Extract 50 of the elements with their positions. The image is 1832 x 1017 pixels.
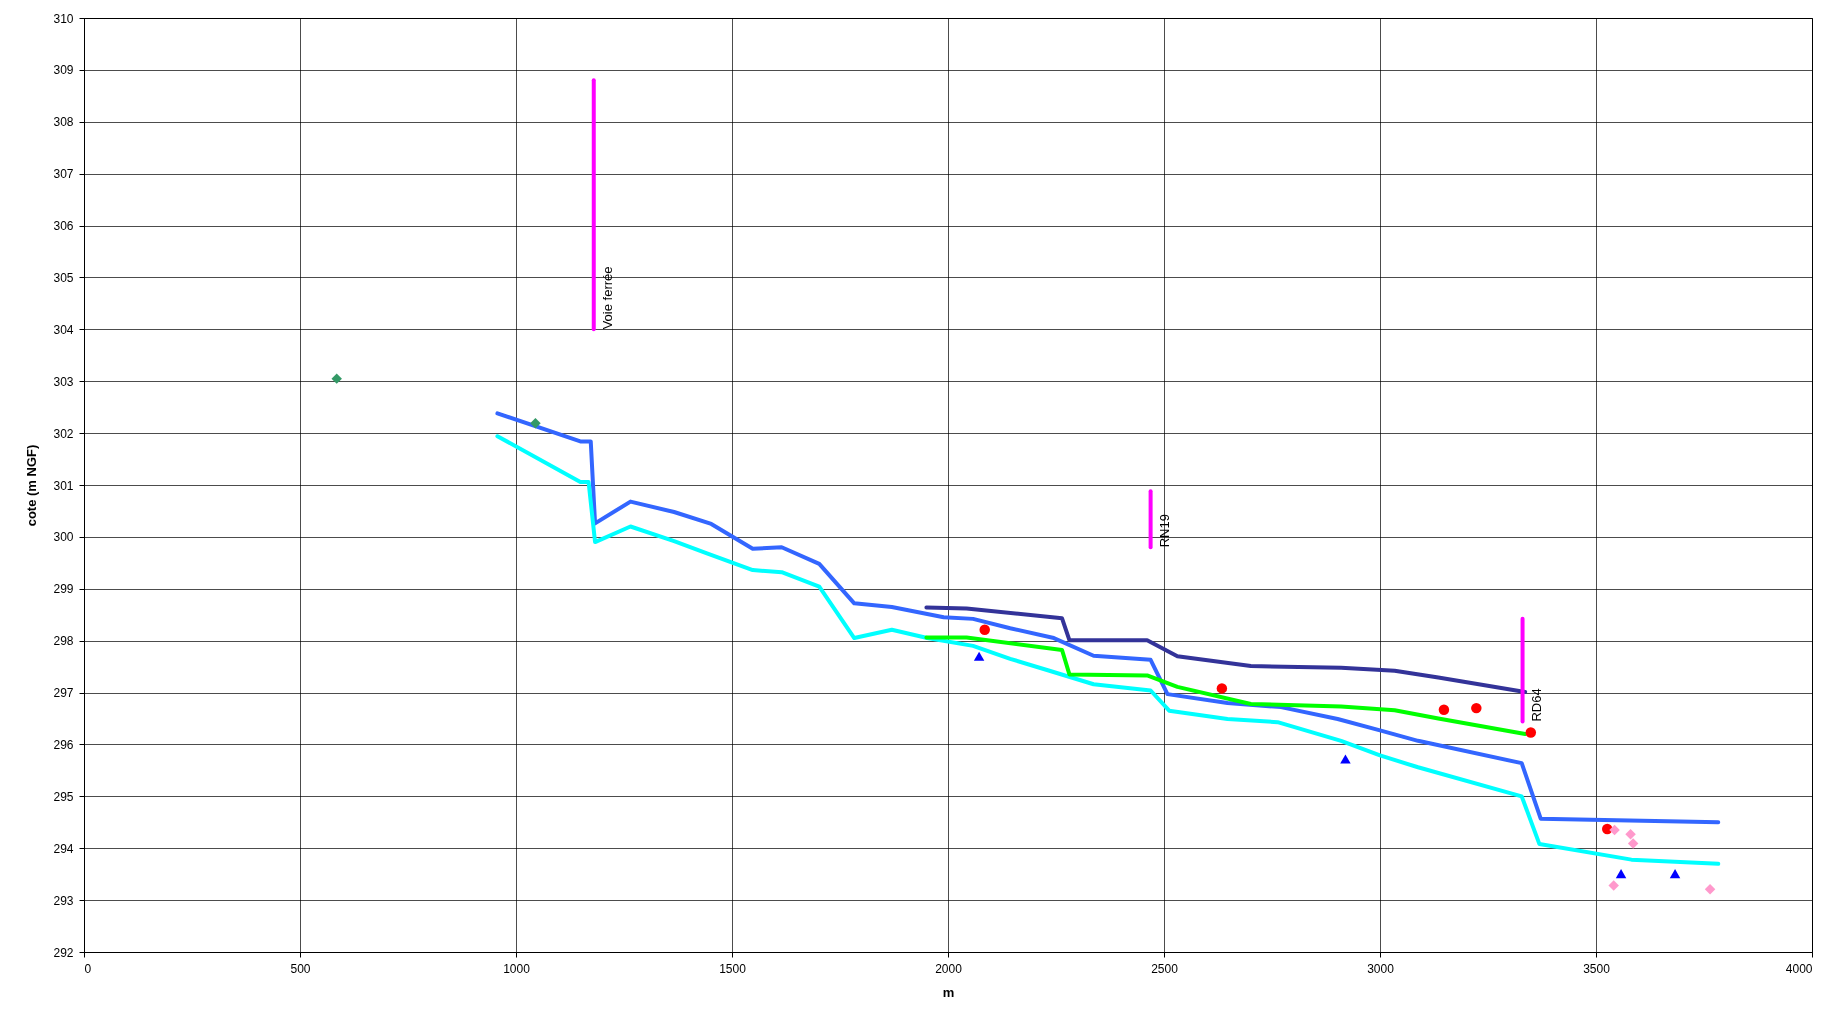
y-tick-label: 304 [53, 322, 74, 337]
point [1627, 838, 1639, 849]
y-tick-label: 299 [53, 582, 74, 597]
y-tick-label: 302 [53, 426, 74, 441]
y-tick-label: 303 [53, 374, 74, 389]
x-tick-label: 4000 [1785, 961, 1813, 976]
y-tick-label: 310 [53, 11, 74, 26]
point [331, 373, 342, 384]
y-tick-label: 293 [53, 893, 74, 908]
text: Voie ferrée [599, 266, 615, 330]
y-tick-label: 307 [53, 167, 74, 182]
point [1669, 869, 1681, 879]
point [979, 624, 990, 635]
x-tick-label: 2500 [1151, 961, 1179, 976]
y-tick-label: 309 [53, 63, 74, 78]
point [1704, 883, 1716, 895]
y-tick-label: 306 [53, 219, 74, 234]
point [530, 418, 541, 429]
y-tick-label: 295 [53, 789, 74, 804]
point [1340, 754, 1351, 764]
y-tick-label: 292 [53, 945, 74, 960]
point [973, 651, 985, 661]
point [1615, 869, 1627, 879]
y-tick-label: 297 [53, 686, 74, 701]
point [1625, 828, 1636, 840]
x-axis-title: m [942, 984, 955, 1000]
x-tick-label: 1000 [503, 961, 531, 976]
y-tick-label: 308 [53, 115, 74, 130]
text: RN19 [1156, 514, 1172, 548]
point [1471, 702, 1482, 714]
y-tick-label: 301 [53, 478, 74, 493]
text: RD64 [1528, 688, 1544, 722]
y-tick-label: 296 [53, 737, 74, 752]
point [1438, 704, 1450, 715]
x-tick-label: 1500 [719, 961, 747, 976]
point [1609, 824, 1620, 836]
x-tick-label: 2000 [935, 961, 963, 976]
point [1525, 727, 1537, 738]
line-series [924, 605, 1528, 695]
y-axis-title: cote (m NGF) [24, 444, 40, 527]
y-tick-label: 300 [53, 530, 74, 545]
y-tick-label: 305 [53, 270, 74, 285]
point [1216, 683, 1228, 694]
x-tick-label: 3000 [1367, 961, 1395, 976]
x-tick-label: 3500 [1583, 961, 1611, 976]
y-tick-label: 294 [53, 841, 74, 856]
x-tick-label: 0 [84, 961, 92, 976]
y-tick-label: 298 [53, 634, 74, 649]
point [1608, 880, 1619, 891]
x-tick-label: 500 [290, 961, 311, 976]
